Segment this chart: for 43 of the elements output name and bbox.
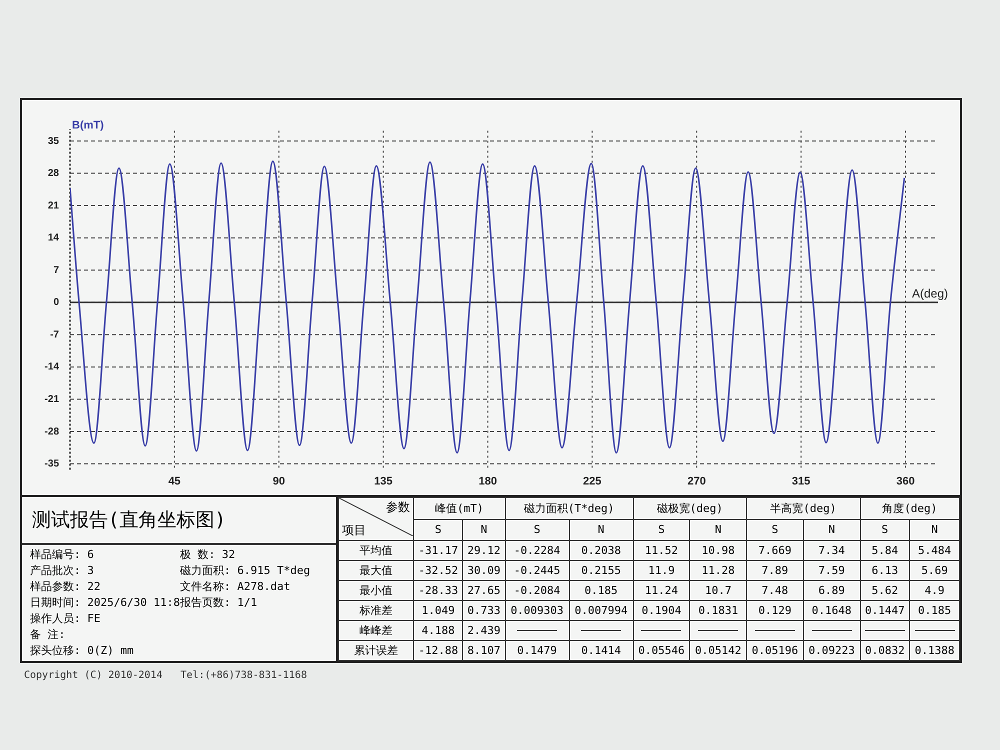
line-series: [70, 160, 906, 454]
text: 产品批次: 3: [30, 563, 95, 579]
y-tick-label: 0: [53, 297, 60, 308]
x-tick-label: 135: [374, 475, 392, 488]
y-tick-label: -35: [44, 458, 60, 470]
text: 标准差 1.049 0.733 0.009303 0.007994 0.1904 0.1831 0.129 0.1648 0.1447 0.185: [360, 604, 952, 618]
x-tick-label: 90: [272, 475, 285, 488]
text: 极 数: 32: [180, 547, 236, 563]
text: 操作人员: FE: [30, 611, 102, 627]
text: 报告页数: 1/1: [180, 595, 258, 611]
text: 最大值 -32.52 30.09 -0.2445 0.2155 11.9 11.28 7.89 7.59 6.13 5.69: [360, 564, 948, 578]
y-tick-label: 14: [48, 232, 60, 244]
x-tick-label: 315: [792, 475, 810, 488]
text: 项目 S N S N S N S N S N: [342, 523, 938, 538]
text: 磁力面积: 6.915 T*deg: [180, 563, 312, 579]
y-tick-label: 7: [53, 264, 60, 276]
text: 最小值 -28.33 27.65 -0.2084 0.185 11.24 10.7 7.48 6.89 5.62 4.9: [360, 584, 945, 598]
y-tick-label: -14: [44, 362, 60, 373]
text: Copyright (C) 2010-2014 Tel:(+86)738-831-1168: [24, 670, 307, 681]
x-tick-label: 225: [583, 475, 602, 488]
text: 累计误差 -12.88 8.107 0.1479 0.1414 0.05546 0.05142 0.05196 0.09223 0.0832 0.1388: [354, 644, 954, 657]
y-tick-label: -21: [44, 394, 60, 405]
text: 备 注:: [30, 627, 66, 643]
y-axis-title: B(mT): [72, 120, 104, 132]
text: 探头位移: 0(Z) mm: [30, 643, 135, 659]
text: 测试报告(直角坐标图): [22, 497, 336, 545]
x-axis-title: A(deg): [912, 286, 948, 301]
y-tick-label: 35: [48, 136, 60, 147]
text: 日期时间: 2025/6/30 11:8: [30, 595, 180, 611]
text: 样品编号: 6: [30, 547, 95, 563]
text: 文件名称: A278.dat: [180, 579, 292, 595]
x-tick-label: 270: [687, 475, 706, 488]
y-tick-label: 28: [48, 168, 60, 180]
text: 平均值 -31.17 29.12 -0.2284 0.2038 11.52 10.98 7.669 7.34 5.84 5.484: [360, 544, 952, 558]
text: 样品参数: 22: [30, 579, 102, 595]
y-tick-label: 21: [48, 200, 60, 212]
text: 参数 峰值(mT) 磁力面积(T*deg) 磁极宽(deg) 半高宽(deg) 角度(deg): [386, 500, 938, 515]
text: 峰峰差 4.188 2.439: [360, 624, 501, 637]
x-tick-label: 360: [896, 475, 915, 488]
y-tick-label: -7: [50, 329, 60, 340]
x-tick-label: 180: [478, 475, 497, 488]
x-tick-label: 45: [168, 475, 181, 488]
y-tick-label: -28: [44, 426, 60, 438]
